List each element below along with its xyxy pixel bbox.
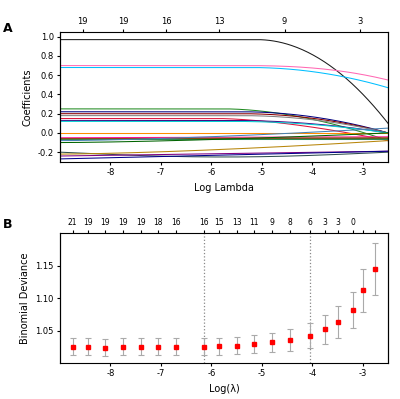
Text: A: A: [3, 22, 12, 35]
Y-axis label: Binomial Deviance: Binomial Deviance: [20, 253, 30, 344]
X-axis label: Log(λ): Log(λ): [209, 384, 239, 394]
X-axis label: Log Lambda: Log Lambda: [194, 183, 254, 193]
Y-axis label: Coefficients: Coefficients: [22, 68, 32, 126]
Text: B: B: [3, 217, 12, 231]
